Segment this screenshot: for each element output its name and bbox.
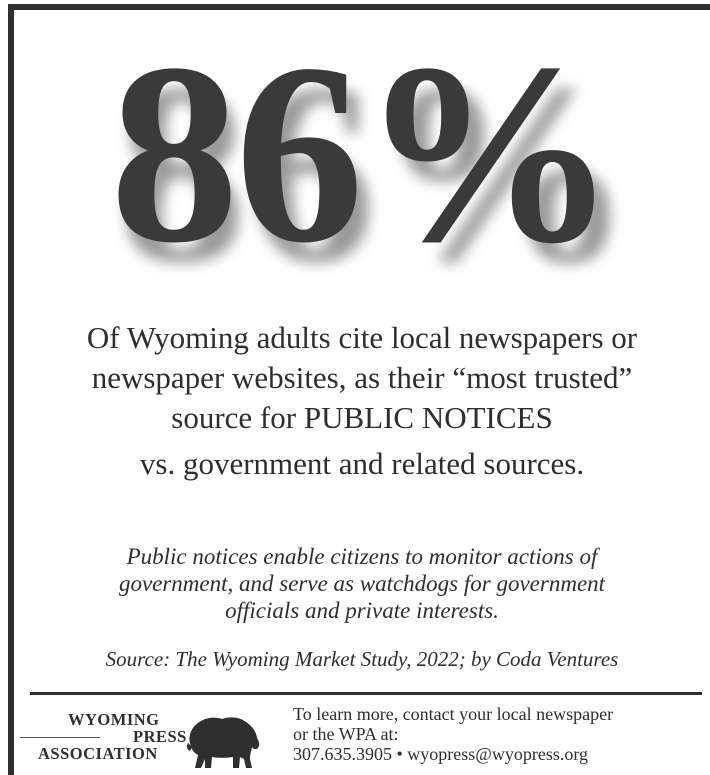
logo-press-row: PRESS [20,728,186,745]
quote-line-2: government, and serve as watchdogs for g… [118,571,606,596]
statement-line-2: newspaper websites, as their “most trust… [91,360,633,395]
logo-dash [20,737,100,738]
contact-line-2: or the WPA at: [293,724,399,744]
contact-line-1: To learn more, contact your local newspa… [293,704,614,724]
logo-word-press: PRESS [133,727,187,746]
headline-number: 86% [110,42,614,292]
quote-line-1: Public notices enable citizens to monito… [126,544,598,569]
headline-graphic: 86% 86% [110,42,634,292]
frame-top-border [8,4,710,10]
source-citation: Source: The Wyoming Market Study, 2022; … [105,647,619,671]
logo-word-association: ASSOCIATION [38,744,158,763]
frame-left-border [8,4,14,775]
contact-info: To learn more, contact your local newspa… [293,704,703,764]
quote: Public notices enable citizens to monito… [14,543,710,624]
statement-line-3: source for PUBLIC NOTICES [171,400,553,435]
headline-percent: 86% 86% [14,42,710,292]
statement-line-4: vs. government and related sources. [139,446,585,481]
wpa-logo: WYOMING PRESS ASSOCIATION [20,710,186,763]
footer-divider [30,692,702,695]
bison-icon [186,713,262,769]
statement-line-1: Of Wyoming adults cite local newspapers … [86,320,638,355]
contact-line-3: 307.635.3905 • wyopress@wyopress.org [293,744,589,764]
logo-word-wyoming: WYOMING [68,710,160,729]
quote-line-3: officials and private interests. [225,598,499,623]
headline-shadow: 86% [118,42,634,292]
statement: Of Wyoming adults cite local newspapers … [14,318,710,484]
